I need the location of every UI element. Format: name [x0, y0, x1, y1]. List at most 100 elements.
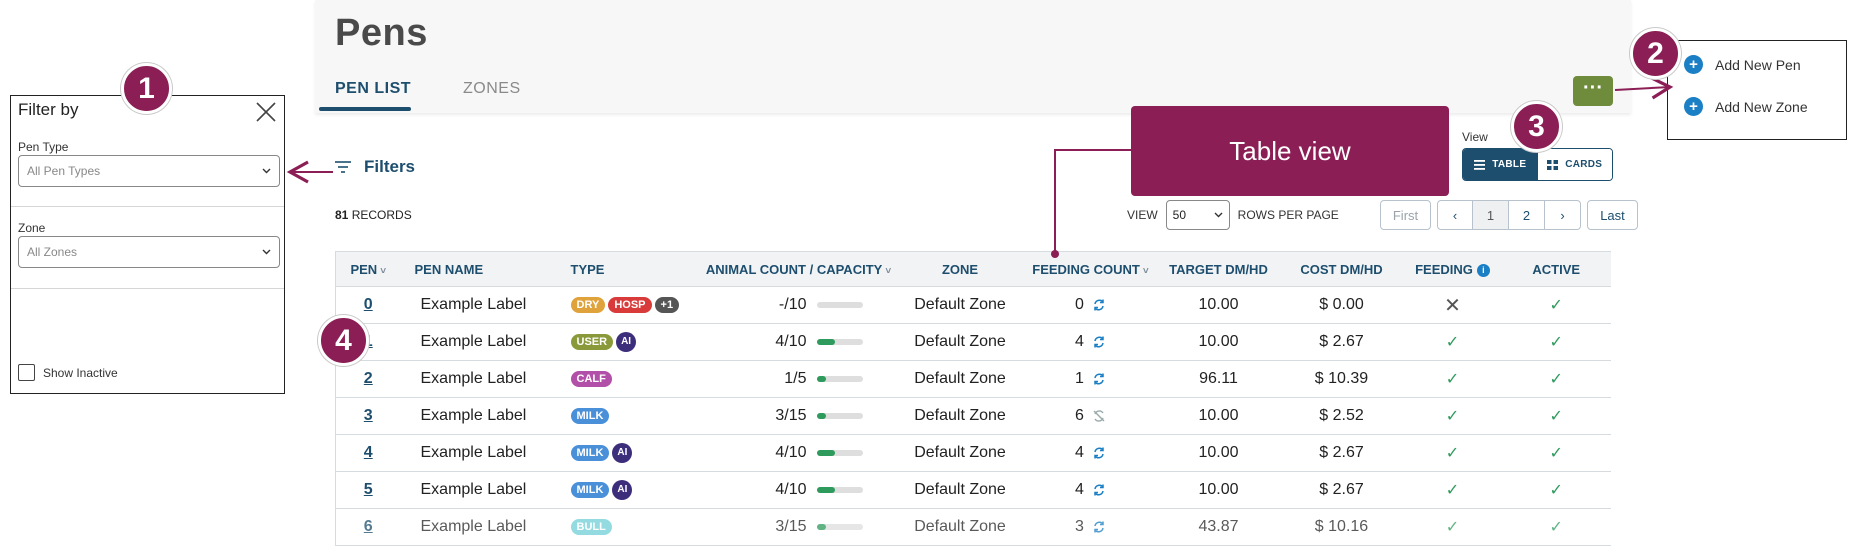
zone-cell: Default Zone	[896, 397, 1024, 435]
table-row[interactable]: 4 Example Label MILK AI 4/10 Default Zone 4 10.…	[335, 434, 1611, 472]
sort-icon: ˅	[885, 265, 892, 277]
page-header: Pens PEN LIST ZONES ···	[315, 0, 1631, 113]
table-row[interactable]: 6 Example Label BULL 3/15 Default Zone 3 43.87…	[335, 508, 1611, 546]
page-button-2[interactable]: 2	[1509, 200, 1545, 230]
capacity-bar	[816, 413, 863, 419]
chevron-down-icon	[262, 249, 271, 255]
animal-count-cell: 4/10	[700, 434, 897, 472]
pen-number-cell[interactable]: 6	[335, 508, 401, 546]
type-cell: MILK AI	[560, 471, 701, 509]
sync-icon	[1094, 336, 1104, 348]
pen-link[interactable]: 5	[363, 481, 373, 498]
tab-zones[interactable]: ZONES	[463, 80, 521, 97]
sort-icon: ˅	[1142, 265, 1149, 277]
col-header-feeding[interactable]: FEEDING i	[1403, 251, 1502, 287]
type-badge: DRY	[570, 296, 606, 313]
divider	[11, 288, 284, 289]
col-header-zone[interactable]: ZONE	[896, 251, 1024, 287]
close-icon[interactable]	[254, 100, 278, 124]
type-cell: CALF	[560, 360, 701, 398]
menu-item-add-new-zone[interactable]: + Add New Zone	[1684, 97, 1808, 116]
page-button-1[interactable]: 1	[1473, 200, 1509, 230]
check-icon: ✓	[1549, 445, 1563, 462]
col-header-cost-dm[interactable]: COST DM/HD	[1279, 251, 1404, 287]
col-header-target-dm[interactable]: TARGET DM/HD	[1157, 251, 1280, 287]
pen-number-cell[interactable]: 4	[335, 434, 401, 472]
table-row[interactable]: 5 Example Label MILK AI 4/10 Default Zone 4 10.…	[335, 471, 1611, 509]
pen-link[interactable]: 6	[363, 518, 373, 535]
pen-number-cell[interactable]: 5	[335, 471, 401, 509]
filters-button[interactable]: Filters	[334, 157, 415, 177]
view-toggle: TABLE CARDS	[1462, 148, 1613, 181]
table-row[interactable]: 2 Example Label CALF 1/5 Default Zone 1 96.11 $…	[335, 360, 1611, 398]
cost-dm-cell: $ 2.52	[1279, 397, 1404, 435]
zone-cell: Default Zone	[896, 471, 1024, 509]
capacity-bar	[816, 339, 863, 345]
check-icon: ✓	[1549, 408, 1563, 425]
col-header-pen[interactable]: PEN ˅	[335, 251, 401, 287]
rows-per-page-select[interactable]: 50	[1165, 200, 1230, 230]
page-title: Pens	[335, 12, 428, 54]
target-dm-cell: 10.00	[1157, 434, 1280, 472]
sync-icon	[1094, 373, 1104, 385]
pen-link[interactable]: 2	[363, 370, 373, 387]
chevron-down-icon	[1214, 212, 1223, 218]
show-inactive-checkbox[interactable]: Show Inactive	[18, 364, 118, 381]
next-page-button[interactable]: ›	[1545, 200, 1581, 230]
feeding-status-cell: ✓	[1403, 471, 1502, 509]
check-icon: ✓	[1549, 334, 1563, 351]
zone-select[interactable]: All Zones	[18, 236, 280, 268]
rows-per-page-label: ROWS PER PAGE	[1237, 208, 1339, 222]
capacity-bar	[816, 524, 863, 530]
target-dm-cell: 10.00	[1157, 323, 1280, 361]
feeding-status-cell: ✓	[1403, 323, 1502, 361]
active-tab-indicator	[319, 107, 411, 111]
col-header-active[interactable]: ACTIVE	[1501, 251, 1611, 287]
records-count: 81 RECORDS	[335, 208, 412, 222]
info-icon[interactable]: i	[1476, 263, 1490, 277]
type-badge: HOSP	[608, 296, 652, 313]
check-icon: ✓	[1549, 297, 1563, 314]
pen-type-select[interactable]: All Pen Types	[18, 155, 280, 187]
more-actions-button[interactable]: ···	[1573, 76, 1613, 106]
pen-link[interactable]: 4	[363, 444, 373, 461]
col-header-feeding-count[interactable]: FEEDING COUNT ˅	[1023, 251, 1158, 287]
checkbox-box[interactable]	[18, 364, 35, 381]
table-row[interactable]: 0 Example Label DRY HOSP +1 -/10 Default Zone 0…	[335, 286, 1611, 324]
cards-view-button[interactable]: CARDS	[1537, 149, 1612, 180]
col-header-pen-name[interactable]: PEN NAME	[400, 251, 561, 287]
list-icon	[1474, 159, 1486, 170]
zone-label: Zone	[18, 221, 46, 235]
col-header-animal-count[interactable]: ANIMAL COUNT / CAPACITY ˅	[700, 251, 897, 287]
table-view-button[interactable]: TABLE	[1463, 149, 1538, 180]
chevron-down-icon	[262, 168, 271, 174]
cost-dm-cell: $ 2.67	[1279, 323, 1404, 361]
prev-page-button[interactable]: ‹	[1437, 200, 1473, 230]
cost-dm-cell: $ 10.16	[1279, 508, 1404, 546]
pen-number-cell[interactable]: 2	[335, 360, 401, 398]
zone-cell: Default Zone	[896, 323, 1024, 361]
main-content: Pens PEN LIST ZONES ··· Filters 81 RECOR…	[315, 0, 1638, 559]
callout-3: 3	[1511, 101, 1562, 152]
pen-link[interactable]: 3	[363, 407, 373, 424]
ai-badge: AI	[616, 332, 637, 352]
feeding-count-cell: 4	[1023, 471, 1158, 509]
sync-icon	[1094, 447, 1104, 459]
zone-cell: Default Zone	[896, 286, 1024, 324]
capacity-bar	[816, 376, 863, 382]
col-header-type[interactable]: TYPE	[560, 251, 701, 287]
target-dm-cell: 10.00	[1157, 286, 1280, 324]
table-row[interactable]: 3 Example Label MILK 3/15 Default Zone 6 10.00…	[335, 397, 1611, 435]
plus-circle-icon: +	[1684, 55, 1703, 74]
first-page-button[interactable]: First	[1380, 200, 1431, 230]
filters-label: Filters	[364, 157, 416, 176]
feeding-count-cell: 3	[1023, 508, 1158, 546]
menu-item-add-new-pen[interactable]: + Add New Pen	[1684, 55, 1801, 74]
pen-link[interactable]: 0	[363, 296, 373, 313]
last-page-button[interactable]: Last	[1587, 200, 1638, 230]
type-badge: MILK	[570, 407, 610, 424]
table-view-tooltip: Table view	[1131, 106, 1449, 196]
tab-pen-list[interactable]: PEN LIST	[335, 80, 412, 97]
pen-number-cell[interactable]: 3	[335, 397, 401, 435]
